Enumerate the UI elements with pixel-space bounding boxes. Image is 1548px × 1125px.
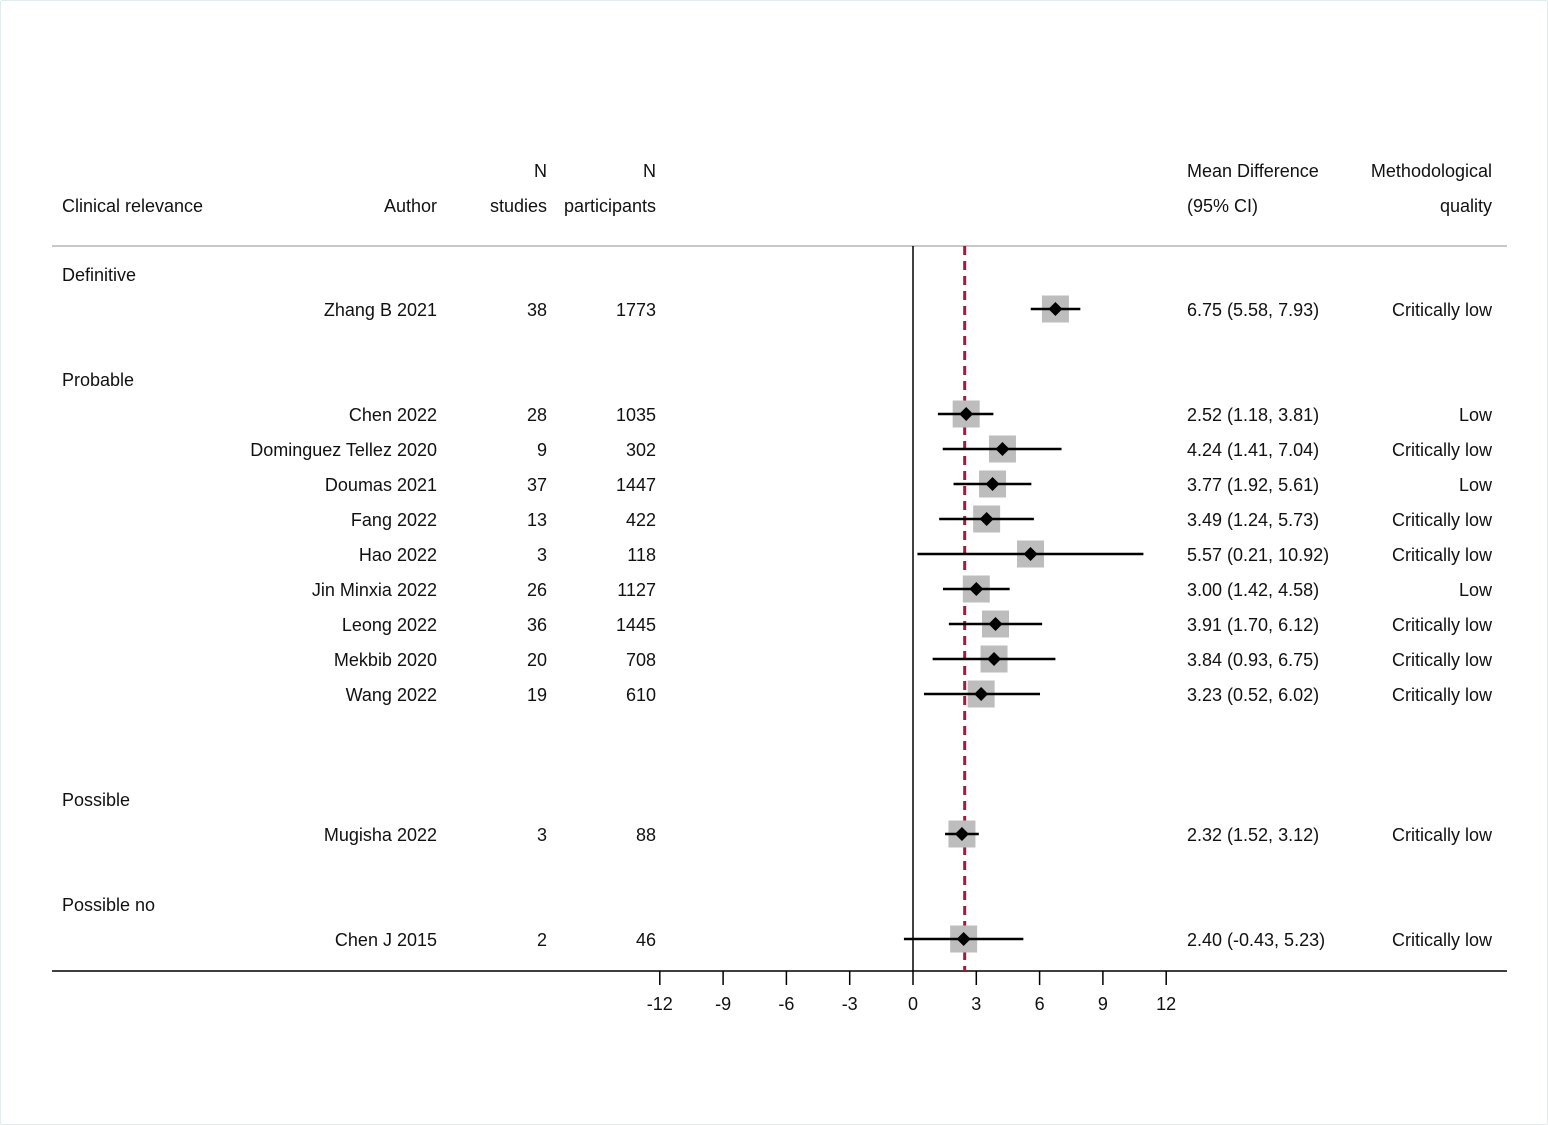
study-mean-difference-ci: 3.49 (1.24, 5.73) xyxy=(1187,510,1319,530)
study-n-studies: 19 xyxy=(527,685,547,705)
study-quality: Critically low xyxy=(1392,930,1493,950)
study-n-participants: 118 xyxy=(627,545,656,565)
study-n-studies: 38 xyxy=(527,300,547,320)
study-mean-difference-ci: 3.00 (1.42, 4.58) xyxy=(1187,580,1319,600)
study-n-participants: 302 xyxy=(626,440,656,460)
study-author: Zhang B 2021 xyxy=(324,300,437,320)
study-n-studies: 3 xyxy=(537,825,547,845)
study-quality: Critically low xyxy=(1392,300,1493,320)
study-point-estimate xyxy=(1023,547,1038,561)
study-n-participants: 1127 xyxy=(617,580,656,600)
x-tick-label: -12 xyxy=(647,994,673,1014)
study-point-estimate xyxy=(954,827,969,841)
study-author: Jin Minxia 2022 xyxy=(312,580,437,600)
study-point-estimate xyxy=(969,582,984,596)
header-quality-line2: quality xyxy=(1440,196,1492,216)
study-author: Fang 2022 xyxy=(351,510,437,530)
study-n-participants: 610 xyxy=(626,685,656,705)
study-n-studies: 9 xyxy=(537,440,547,460)
study-n-studies: 20 xyxy=(527,650,547,670)
x-tick-label: -3 xyxy=(842,994,858,1014)
header-clinical-relevance: Clinical relevance xyxy=(62,196,203,216)
study-author: Doumas 2021 xyxy=(325,475,437,495)
study-author: Wang 2022 xyxy=(346,685,437,705)
x-tick-label: 3 xyxy=(971,994,981,1014)
study-point-estimate xyxy=(987,652,1002,666)
study-mean-difference-ci: 5.57 (0.21, 10.92) xyxy=(1187,545,1329,565)
study-n-studies: 26 xyxy=(527,580,547,600)
study-quality: Critically low xyxy=(1392,685,1493,705)
study-mean-difference-ci: 3.91 (1.70, 6.12) xyxy=(1187,615,1319,635)
study-quality: Low xyxy=(1459,405,1493,425)
study-n-participants: 1773 xyxy=(616,300,656,320)
study-n-participants: 1035 xyxy=(616,405,656,425)
study-author: Leong 2022 xyxy=(342,615,437,635)
x-tick-label: 9 xyxy=(1098,994,1108,1014)
study-author: Chen 2022 xyxy=(349,405,437,425)
study-point-estimate xyxy=(985,477,1000,491)
study-author: Chen J 2015 xyxy=(335,930,437,950)
study-mean-difference-ci: 2.52 (1.18, 3.81) xyxy=(1187,405,1319,425)
study-mean-difference-ci: 4.24 (1.41, 7.04) xyxy=(1187,440,1319,460)
study-n-studies: 3 xyxy=(537,545,547,565)
header-estimate-line1: Mean Difference xyxy=(1187,161,1319,181)
study-author: Dominguez Tellez 2020 xyxy=(250,440,437,460)
group-label: Definitive xyxy=(62,265,136,285)
study-point-estimate xyxy=(959,407,974,421)
study-quality: Low xyxy=(1459,475,1493,495)
study-point-estimate xyxy=(956,932,971,946)
study-quality: Critically low xyxy=(1392,650,1493,670)
header-quality-line1: Methodological xyxy=(1371,161,1492,181)
group-label: Possible no xyxy=(62,895,155,915)
study-quality: Critically low xyxy=(1392,440,1493,460)
study-n-studies: 13 xyxy=(527,510,547,530)
study-author: Mugisha 2022 xyxy=(324,825,437,845)
study-point-estimate xyxy=(979,512,994,526)
header-n-studies-line2: studies xyxy=(490,196,547,216)
study-n-participants: 1445 xyxy=(616,615,656,635)
x-tick-label: 12 xyxy=(1156,994,1176,1014)
study-n-studies: 36 xyxy=(527,615,547,635)
study-point-estimate xyxy=(974,687,989,701)
study-mean-difference-ci: 3.84 (0.93, 6.75) xyxy=(1187,650,1319,670)
study-quality: Critically low xyxy=(1392,825,1493,845)
study-mean-difference-ci: 3.77 (1.92, 5.61) xyxy=(1187,475,1319,495)
study-quality: Low xyxy=(1459,580,1493,600)
study-mean-difference-ci: 2.32 (1.52, 3.12) xyxy=(1187,825,1319,845)
study-n-studies: 2 xyxy=(537,930,547,950)
study-quality: Critically low xyxy=(1392,510,1493,530)
study-quality: Critically low xyxy=(1392,545,1493,565)
study-n-participants: 708 xyxy=(626,650,656,670)
x-tick-label: -6 xyxy=(778,994,794,1014)
header-author: Author xyxy=(384,196,437,216)
study-author: Mekbib 2020 xyxy=(334,650,437,670)
study-n-studies: 28 xyxy=(527,405,547,425)
group-label: Probable xyxy=(62,370,134,390)
header-n-studies-line1: N xyxy=(534,161,547,181)
study-n-participants: 88 xyxy=(636,825,656,845)
study-quality: Critically low xyxy=(1392,615,1493,635)
study-mean-difference-ci: 3.23 (0.52, 6.02) xyxy=(1187,685,1319,705)
study-mean-difference-ci: 6.75 (5.58, 7.93) xyxy=(1187,300,1319,320)
x-tick-label: 0 xyxy=(908,994,918,1014)
study-author: Hao 2022 xyxy=(359,545,437,565)
header-n-participants-line1: N xyxy=(643,161,656,181)
study-n-participants: 422 xyxy=(626,510,656,530)
header-estimate-line2: (95% CI) xyxy=(1187,196,1258,216)
study-point-estimate xyxy=(995,442,1010,456)
study-n-participants: 1447 xyxy=(616,475,656,495)
study-point-estimate xyxy=(1048,302,1063,316)
study-n-studies: 37 xyxy=(527,475,547,495)
group-label: Possible xyxy=(62,790,130,810)
x-tick-label: -9 xyxy=(715,994,731,1014)
study-mean-difference-ci: 2.40 (-0.43, 5.23) xyxy=(1187,930,1325,950)
header-n-participants-line2: participants xyxy=(564,196,656,216)
study-n-participants: 46 xyxy=(636,930,656,950)
study-point-estimate xyxy=(988,617,1003,631)
x-tick-label: 6 xyxy=(1035,994,1045,1014)
